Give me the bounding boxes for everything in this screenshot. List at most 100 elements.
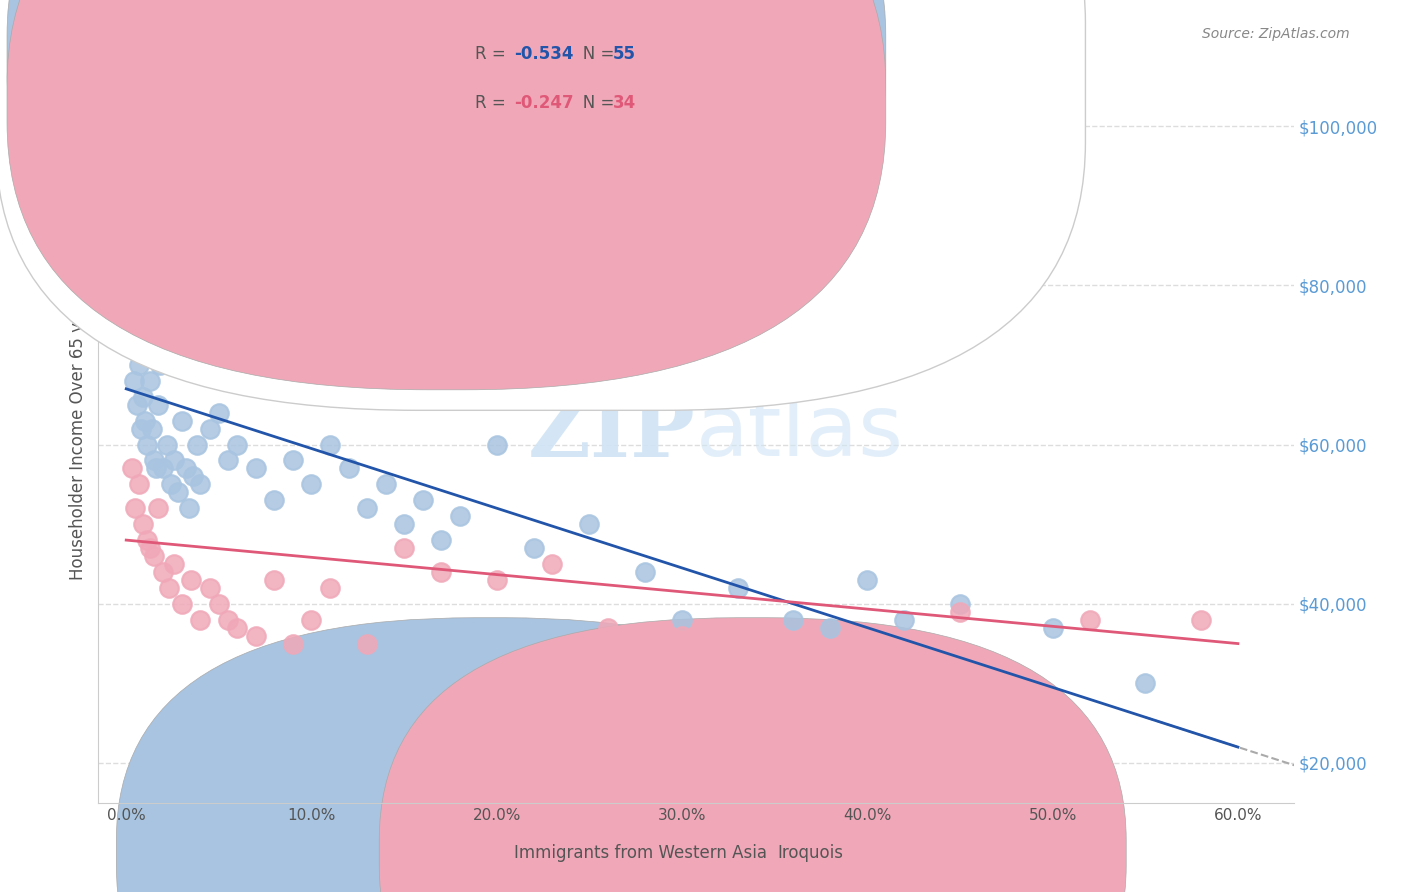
- Text: Iroquois: Iroquois: [778, 844, 844, 863]
- Point: [523, 541, 546, 555]
- Point: [856, 573, 879, 587]
- Point: [263, 493, 285, 508]
- FancyBboxPatch shape: [380, 617, 1126, 892]
- Point: [181, 469, 204, 483]
- Point: [727, 581, 749, 595]
- Text: 55: 55: [613, 45, 636, 63]
- Point: [893, 613, 915, 627]
- Point: [949, 605, 972, 619]
- Text: Source: ZipAtlas.com: Source: ZipAtlas.com: [1202, 27, 1350, 41]
- Point: [174, 461, 197, 475]
- Point: [671, 613, 693, 627]
- Point: [485, 437, 508, 451]
- Point: [392, 541, 415, 555]
- Point: [430, 565, 453, 579]
- Text: R =: R =: [475, 45, 512, 63]
- Point: [143, 549, 166, 563]
- Point: [392, 517, 415, 532]
- Point: [356, 501, 378, 516]
- Y-axis label: Householder Income Over 65 years: Householder Income Over 65 years: [69, 285, 87, 580]
- Text: IMMIGRANTS FROM WESTERN ASIA VS IROQUOIS HOUSEHOLDER INCOME OVER 65 YEARS CORREL: IMMIGRANTS FROM WESTERN ASIA VS IROQUOIS…: [56, 27, 990, 45]
- Point: [485, 573, 508, 587]
- Point: [541, 557, 564, 571]
- Point: [129, 422, 152, 436]
- Point: [146, 398, 169, 412]
- Text: R =: R =: [475, 95, 512, 112]
- Point: [634, 565, 657, 579]
- Point: [820, 644, 842, 658]
- Point: [337, 461, 360, 475]
- Point: [301, 613, 323, 627]
- Point: [163, 453, 186, 467]
- Point: [188, 477, 211, 491]
- Text: -0.247: -0.247: [515, 95, 574, 112]
- Point: [139, 374, 162, 388]
- Text: 34: 34: [613, 95, 637, 112]
- Point: [138, 334, 160, 348]
- Point: [263, 573, 285, 587]
- Point: [1042, 621, 1064, 635]
- Point: [412, 493, 434, 508]
- Point: [245, 461, 267, 475]
- Point: [139, 541, 162, 555]
- Point: [226, 437, 249, 451]
- Point: [198, 581, 221, 595]
- Point: [188, 613, 211, 627]
- Point: [163, 557, 186, 571]
- Point: [146, 501, 169, 516]
- Point: [124, 501, 146, 516]
- Point: [128, 477, 150, 491]
- Point: [145, 461, 167, 475]
- Point: [135, 533, 157, 547]
- Point: [820, 621, 842, 635]
- Point: [152, 565, 174, 579]
- Point: [128, 358, 150, 372]
- Point: [1078, 613, 1101, 627]
- Point: [217, 613, 239, 627]
- Point: [186, 437, 208, 451]
- Point: [134, 414, 156, 428]
- Point: [132, 390, 155, 404]
- Point: [132, 517, 155, 532]
- Text: N =: N =: [567, 45, 619, 63]
- Point: [148, 358, 170, 372]
- Point: [1189, 613, 1212, 627]
- Text: ZIP: ZIP: [529, 391, 696, 475]
- Point: [596, 621, 619, 635]
- Point: [143, 453, 166, 467]
- Point: [157, 581, 180, 595]
- Point: [170, 597, 193, 611]
- Point: [170, 414, 193, 428]
- FancyBboxPatch shape: [117, 617, 863, 892]
- Point: [281, 637, 304, 651]
- Point: [782, 613, 804, 627]
- Point: [127, 398, 149, 412]
- Point: [671, 629, 693, 643]
- Point: [319, 437, 342, 451]
- Point: [208, 406, 231, 420]
- Point: [374, 477, 396, 491]
- Point: [430, 533, 453, 547]
- Text: atlas: atlas: [696, 391, 904, 475]
- Point: [121, 461, 143, 475]
- Point: [245, 629, 267, 643]
- Point: [159, 477, 181, 491]
- Point: [124, 342, 146, 356]
- Point: [141, 422, 163, 436]
- Text: Immigrants from Western Asia: Immigrants from Western Asia: [515, 844, 768, 863]
- Point: [226, 621, 249, 635]
- Point: [301, 477, 323, 491]
- Point: [208, 597, 231, 611]
- Point: [578, 517, 600, 532]
- Point: [1135, 676, 1157, 690]
- Text: -0.534: -0.534: [515, 45, 574, 63]
- Point: [319, 581, 342, 595]
- Point: [356, 637, 378, 651]
- Point: [152, 461, 174, 475]
- Point: [179, 501, 201, 516]
- Point: [180, 573, 202, 587]
- Point: [949, 597, 972, 611]
- Point: [449, 509, 471, 524]
- Point: [167, 485, 190, 500]
- Point: [156, 437, 179, 451]
